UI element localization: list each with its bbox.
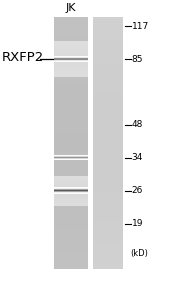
Text: 19: 19 bbox=[132, 219, 143, 228]
Text: 26: 26 bbox=[132, 186, 143, 195]
Text: 48: 48 bbox=[132, 120, 143, 129]
Text: (kD): (kD) bbox=[131, 249, 149, 258]
Text: RXFP2: RXFP2 bbox=[2, 51, 44, 64]
Text: 117: 117 bbox=[132, 22, 149, 31]
Text: JK: JK bbox=[65, 3, 76, 13]
Text: 85: 85 bbox=[132, 55, 143, 64]
Text: 34: 34 bbox=[132, 153, 143, 162]
